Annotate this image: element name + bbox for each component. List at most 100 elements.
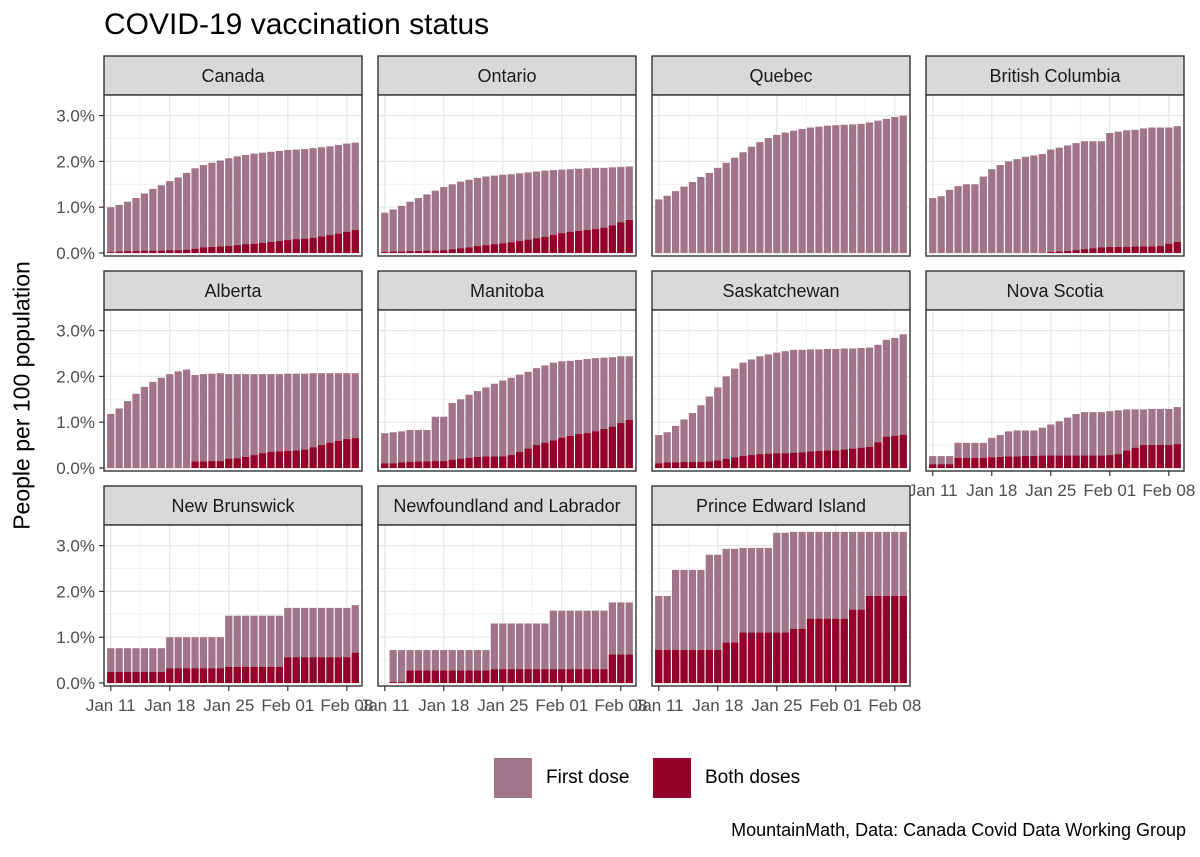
bar-first-dose <box>115 204 123 253</box>
bar-first-dose <box>132 648 140 683</box>
bar-first-dose <box>823 531 831 683</box>
bar-both-doses <box>381 252 389 253</box>
bar-first-dose <box>600 610 608 683</box>
bar-first-dose <box>414 650 423 683</box>
bar-first-dose <box>583 168 591 253</box>
bar-first-dose <box>317 607 326 683</box>
strip-label-british-columbia: British Columbia <box>989 66 1121 86</box>
bar-first-dose <box>326 607 334 683</box>
bar-first-dose <box>132 198 140 253</box>
bar-first-dose <box>697 569 705 683</box>
bar-both-doses <box>406 251 414 253</box>
bar-both-doses <box>275 241 283 253</box>
bar-both-doses <box>140 250 149 253</box>
bar-both-doses <box>806 451 815 468</box>
bar-first-dose <box>440 416 448 468</box>
bar-both-doses <box>351 652 359 683</box>
bar-both-doses <box>705 461 713 468</box>
bar-both-doses <box>183 668 191 683</box>
bar-both-doses <box>457 670 465 683</box>
bar-first-dose <box>482 650 490 683</box>
bar-both-doses <box>575 669 583 683</box>
bar-both-doses <box>208 247 216 253</box>
strip-label-saskatchewan: Saskatchewan <box>722 281 839 301</box>
bar-both-doses <box>507 669 515 683</box>
bar-both-doses <box>806 618 815 683</box>
bar-both-doses <box>166 250 174 253</box>
bar-both-doses <box>115 672 123 683</box>
bar-first-dose <box>191 375 199 468</box>
bar-both-doses <box>233 666 241 683</box>
bar-first-dose <box>617 166 625 253</box>
bar-both-doses <box>617 423 625 468</box>
bar-both-doses <box>414 251 423 253</box>
bar-first-dose <box>849 124 857 253</box>
bar-first-dose <box>292 149 300 253</box>
bar-both-doses <box>267 451 275 468</box>
bar-first-dose <box>663 595 671 683</box>
bar-both-doses <box>174 250 182 253</box>
bar-both-doses <box>671 462 680 468</box>
bar-both-doses <box>790 628 798 683</box>
bar-first-dose <box>225 158 233 253</box>
bar-first-dose <box>840 124 848 253</box>
bar-both-doses <box>473 246 482 253</box>
y-tick-label: 3.0% <box>56 537 95 556</box>
bar-first-dose <box>309 373 317 468</box>
y-tick-label: 3.0% <box>56 107 95 126</box>
strip-saskatchewan <box>651 270 911 311</box>
bar-first-dose <box>301 149 309 253</box>
strip-quebec <box>651 55 911 96</box>
bar-first-dose <box>149 188 157 253</box>
panel-border-manitoba <box>377 309 637 472</box>
bar-both-doses <box>225 458 233 468</box>
bar-first-dose <box>962 184 971 253</box>
bar-both-doses <box>532 669 541 683</box>
bar-both-doses <box>1080 249 1089 253</box>
bar-both-doses <box>882 436 891 468</box>
bar-first-dose <box>199 637 208 683</box>
bar-first-dose <box>882 339 891 468</box>
bar-first-dose <box>1114 410 1122 468</box>
bar-first-dose <box>688 182 697 253</box>
bar-first-dose <box>516 374 524 468</box>
bar-first-dose <box>575 168 583 253</box>
bar-first-dose <box>242 615 250 683</box>
bar-first-dose <box>937 456 945 468</box>
bar-first-dose <box>233 374 241 468</box>
bar-both-doses <box>448 670 456 683</box>
bar-first-dose <box>583 359 591 468</box>
bar-both-doses <box>1097 247 1105 253</box>
bar-both-doses <box>558 233 566 253</box>
bar-first-dose <box>625 602 633 683</box>
bar-first-dose <box>575 610 583 683</box>
bar-first-dose <box>773 134 781 253</box>
bar-first-dose <box>781 532 789 683</box>
bar-first-dose <box>1173 126 1181 253</box>
x-tick-label: Jan 25 <box>477 696 528 715</box>
bar-both-doses <box>600 669 608 683</box>
x-tick-label: Jan 25 <box>751 696 802 715</box>
bar-first-dose <box>1030 155 1038 253</box>
bar-first-dose <box>815 531 823 683</box>
bar-first-dose <box>499 380 507 468</box>
bar-first-dose <box>157 648 165 683</box>
bar-first-dose <box>764 138 772 253</box>
bar-first-dose <box>583 610 591 683</box>
bar-both-doses <box>406 462 414 468</box>
bar-first-dose <box>301 607 309 683</box>
bar-first-dose <box>107 648 115 683</box>
bar-both-doses <box>250 455 258 468</box>
bar-first-dose <box>423 429 431 468</box>
bar-both-doses <box>1114 247 1122 253</box>
bar-both-doses <box>1064 251 1072 253</box>
x-tick-label: Feb 08 <box>868 696 921 715</box>
bar-both-doses <box>945 464 954 468</box>
bar-first-dose <box>208 637 216 683</box>
bar-both-doses <box>840 618 848 683</box>
bar-first-dose <box>258 152 267 253</box>
bar-both-doses <box>431 670 439 683</box>
bar-first-dose <box>275 374 283 468</box>
bar-first-dose <box>423 650 431 683</box>
bar-first-dose <box>473 650 482 683</box>
